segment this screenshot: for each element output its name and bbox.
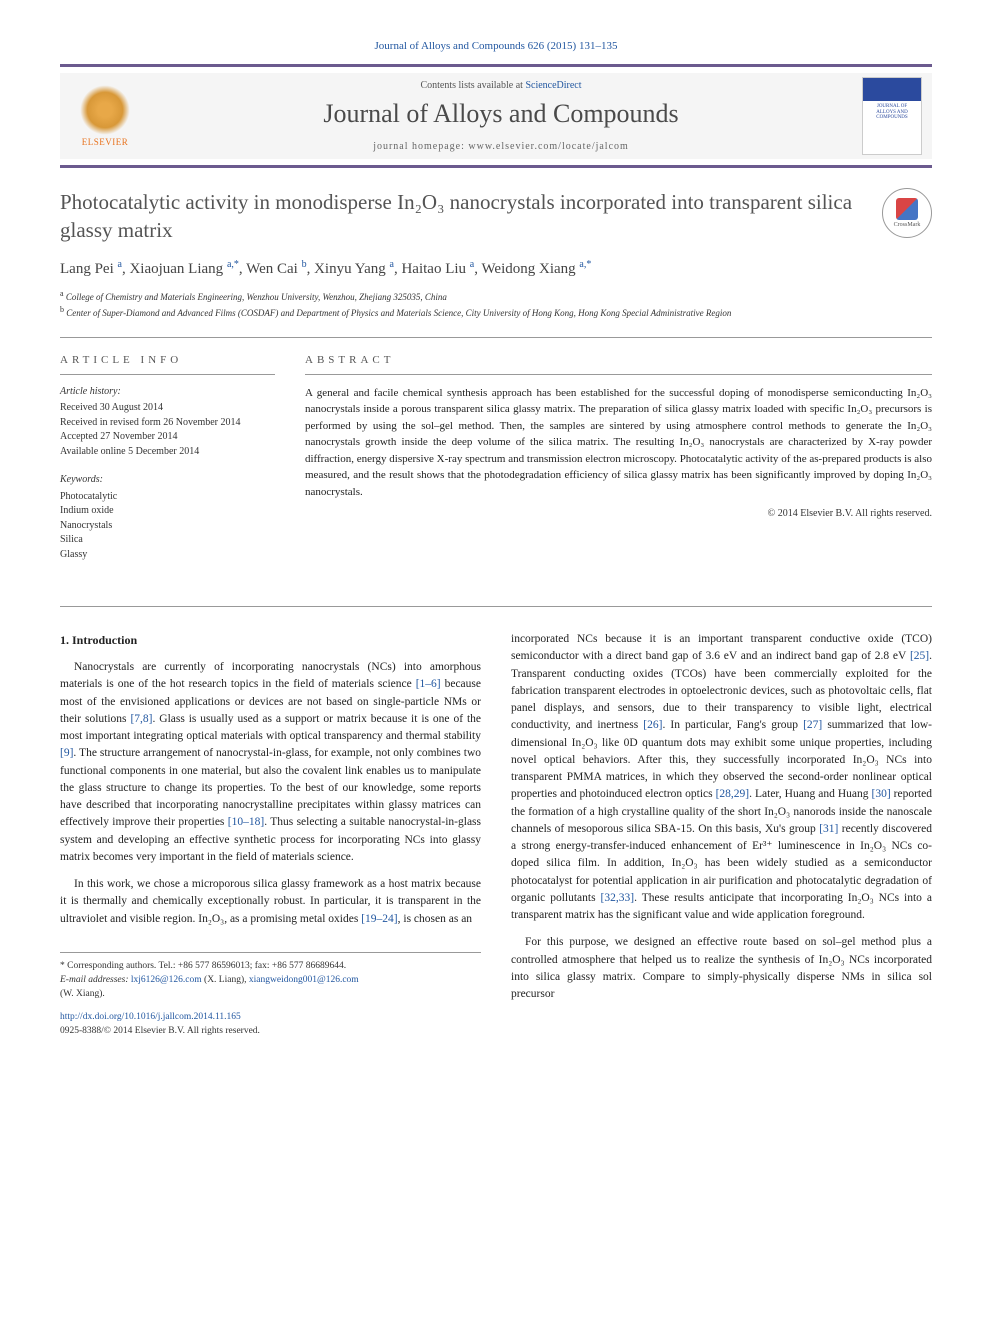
ref-link-32-33[interactable]: [32,33]	[601, 892, 635, 904]
keyword-item: Photocatalytic	[60, 490, 275, 505]
journal-header: ELSEVIER Contents lists available at Sci…	[60, 64, 932, 168]
accepted-date: Accepted 27 November 2014	[60, 430, 275, 445]
ref-link-19-24[interactable]: [19–24]	[361, 913, 397, 925]
elsevier-logo[interactable]: ELSEVIER	[70, 79, 140, 154]
body-column-right: incorporated NCs because it is an import…	[511, 631, 932, 1038]
header-inner: ELSEVIER Contents lists available at Sci…	[60, 73, 932, 159]
ref-link-1-6[interactable]: [1–6]	[416, 678, 441, 690]
intro-paragraph-3: incorporated NCs because it is an import…	[511, 631, 932, 924]
divider	[60, 606, 932, 607]
keywords-label: Keywords:	[60, 473, 275, 488]
ref-link-31[interactable]: [31]	[819, 823, 838, 835]
article-info-heading: article info	[60, 354, 275, 375]
ref-link-28-29[interactable]: [28,29]	[716, 788, 750, 800]
email-label: E-mail addresses:	[60, 975, 131, 985]
ref-link-10-18[interactable]: [10–18]	[228, 816, 264, 828]
sciencedirect-link[interactable]: ScienceDirect	[525, 80, 581, 91]
section-1-heading: 1. Introduction	[60, 631, 481, 649]
homepage-line: journal homepage: www.elsevier.com/locat…	[140, 141, 862, 152]
email-line: E-mail addresses: lxj6126@126.com (X. Li…	[60, 973, 481, 1002]
keyword-item: Silica	[60, 533, 275, 548]
ref-link-25[interactable]: [25]	[910, 650, 929, 662]
crossmark-label: CrossMark	[894, 222, 921, 228]
issn-copyright: 0925-8388/© 2014 Elsevier B.V. All right…	[60, 1024, 481, 1038]
keyword-item: Glassy	[60, 548, 275, 563]
abstract-column: abstract A general and facile chemical s…	[305, 354, 932, 577]
page-root: Journal of Alloys and Compounds 626 (201…	[0, 0, 992, 1078]
keywords-block: Keywords: PhotocatalyticIndium oxideNano…	[60, 473, 275, 562]
ref-link-7-8[interactable]: [7,8]	[130, 713, 152, 725]
elsevier-tree-icon	[80, 85, 130, 135]
abstract-copyright: © 2014 Elsevier B.V. All rights reserved…	[305, 508, 932, 519]
keywords-list: PhotocatalyticIndium oxideNanocrystalsSi…	[60, 490, 275, 563]
corresponding-label: * Corresponding authors. Tel.: +86 577 8…	[60, 959, 481, 973]
ref-link-30[interactable]: [30]	[872, 788, 891, 800]
email-link-2[interactable]: xiangweidong001@126.com	[249, 975, 359, 985]
affiliation-line: a College of Chemistry and Materials Eng…	[60, 288, 932, 305]
header-center: Contents lists available at ScienceDirec…	[140, 80, 862, 152]
revised-date: Received in revised form 26 November 201…	[60, 416, 275, 431]
online-date: Available online 5 December 2014	[60, 445, 275, 460]
received-date: Received 30 August 2014	[60, 401, 275, 416]
cover-title: JOURNAL OF ALLOYS AND COMPOUNDS	[867, 104, 917, 121]
publisher-name: ELSEVIER	[82, 137, 129, 147]
journal-name: Journal of Alloys and Compounds	[140, 99, 862, 129]
keyword-item: Nanocrystals	[60, 519, 275, 534]
affiliation-line: b Center of Super-Diamond and Advanced F…	[60, 304, 932, 321]
article-history: Article history: Received 30 August 2014…	[60, 385, 275, 460]
doi-link[interactable]: http://dx.doi.org/10.1016/j.jallcom.2014…	[60, 1010, 481, 1024]
ref-link-26[interactable]: [26]	[643, 719, 662, 731]
journal-cover-thumbnail[interactable]: JOURNAL OF ALLOYS AND COMPOUNDS	[862, 77, 922, 155]
intro-paragraph-2: In this work, we chose a microporous sil…	[60, 876, 481, 928]
info-abstract-row: article info Article history: Received 3…	[60, 337, 932, 577]
ref-link-9[interactable]: [9]	[60, 747, 73, 759]
corresponding-author-footer: * Corresponding authors. Tel.: +86 577 8…	[60, 952, 481, 1002]
crossmark-badge[interactable]: CrossMark	[882, 188, 932, 238]
title-row: Photocatalytic activity in monodisperse …	[60, 188, 932, 245]
contents-available-line: Contents lists available at ScienceDirec…	[140, 80, 862, 91]
abstract-text: A general and facile chemical synthesis …	[305, 385, 932, 501]
homepage-prefix: journal homepage:	[373, 141, 468, 152]
contents-prefix: Contents lists available at	[420, 80, 525, 91]
affiliations: a College of Chemistry and Materials Eng…	[60, 288, 932, 321]
homepage-url[interactable]: www.elsevier.com/locate/jalcom	[468, 141, 628, 152]
intro-paragraph-1: Nanocrystals are currently of incorporat…	[60, 659, 481, 866]
article-title: Photocatalytic activity in monodisperse …	[60, 188, 882, 245]
intro-paragraph-4: For this purpose, we designed an effecti…	[511, 934, 932, 1003]
email-link-1[interactable]: lxj6126@126.com	[131, 975, 202, 985]
journal-reference: Journal of Alloys and Compounds 626 (201…	[60, 40, 932, 52]
body-column-left: 1. Introduction Nanocrystals are current…	[60, 631, 481, 1038]
abstract-heading: abstract	[305, 354, 932, 375]
body-columns: 1. Introduction Nanocrystals are current…	[60, 631, 932, 1038]
article-info-column: article info Article history: Received 3…	[60, 354, 275, 577]
authors-list: Lang Pei a, Xiaojuan Liang a,*, Wen Cai …	[60, 259, 932, 278]
ref-link-27[interactable]: [27]	[803, 719, 822, 731]
history-label: Article history:	[60, 385, 275, 400]
keyword-item: Indium oxide	[60, 504, 275, 519]
crossmark-icon	[896, 198, 918, 220]
